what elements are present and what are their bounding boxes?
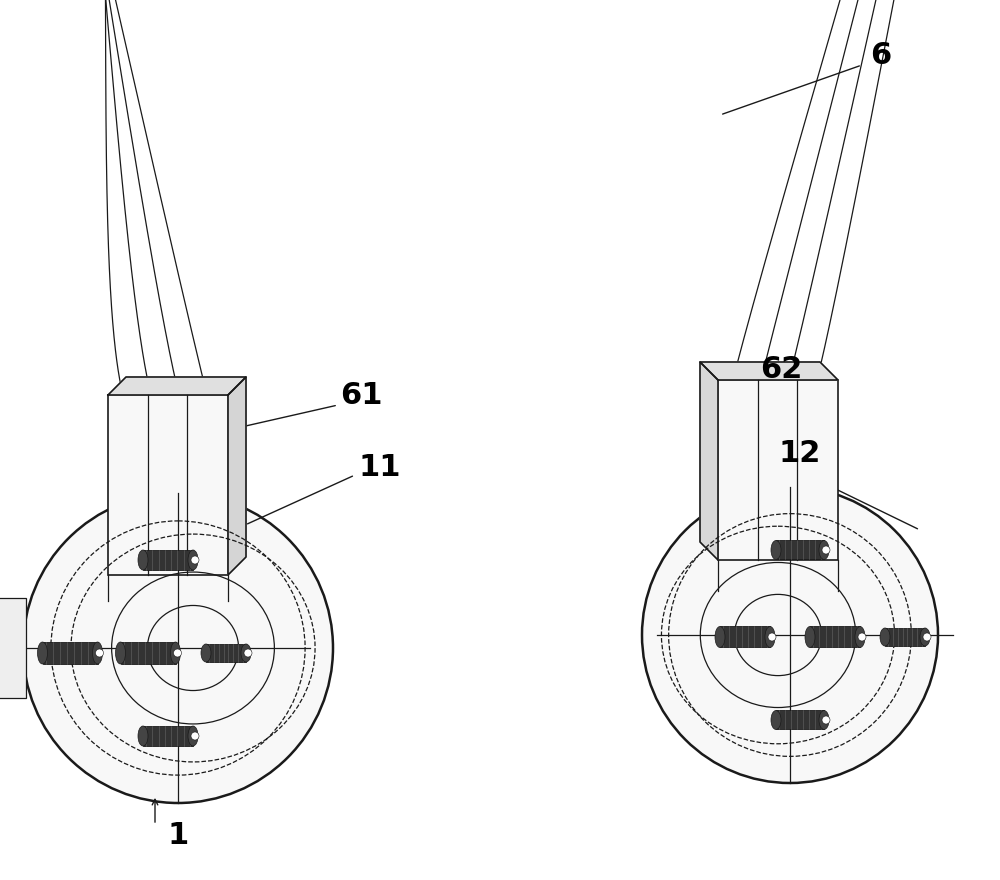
Ellipse shape xyxy=(170,642,180,664)
Circle shape xyxy=(191,556,199,564)
Circle shape xyxy=(174,649,182,657)
Polygon shape xyxy=(108,377,246,395)
Ellipse shape xyxy=(92,642,103,664)
Ellipse shape xyxy=(188,726,198,746)
Ellipse shape xyxy=(138,726,148,746)
Bar xyxy=(143,550,193,570)
Bar xyxy=(718,380,838,560)
Ellipse shape xyxy=(201,644,211,662)
Circle shape xyxy=(642,487,938,783)
Ellipse shape xyxy=(855,627,865,648)
Ellipse shape xyxy=(819,710,829,730)
Ellipse shape xyxy=(771,710,781,730)
Bar xyxy=(206,644,246,662)
Ellipse shape xyxy=(880,628,890,646)
Circle shape xyxy=(822,716,830,724)
Text: 11: 11 xyxy=(358,453,400,482)
Circle shape xyxy=(768,633,776,641)
Circle shape xyxy=(923,633,931,641)
Bar xyxy=(120,642,176,664)
Bar xyxy=(720,627,770,648)
Ellipse shape xyxy=(771,540,781,560)
Circle shape xyxy=(96,649,104,657)
Circle shape xyxy=(858,633,866,641)
Bar xyxy=(810,627,860,648)
Text: 6: 6 xyxy=(870,40,891,70)
Ellipse shape xyxy=(116,642,126,664)
Text: 12: 12 xyxy=(778,438,820,467)
Circle shape xyxy=(23,493,333,803)
Ellipse shape xyxy=(188,550,198,570)
Bar xyxy=(776,710,824,730)
Ellipse shape xyxy=(38,642,48,664)
Bar xyxy=(776,540,824,560)
Text: 61: 61 xyxy=(340,380,382,409)
Circle shape xyxy=(244,649,252,657)
Polygon shape xyxy=(700,362,718,560)
Bar xyxy=(143,726,193,746)
Ellipse shape xyxy=(920,628,930,646)
Text: 1: 1 xyxy=(167,820,189,849)
Bar xyxy=(0,598,26,698)
Bar xyxy=(42,642,98,664)
Polygon shape xyxy=(700,362,838,380)
Circle shape xyxy=(822,546,830,554)
Ellipse shape xyxy=(715,627,725,648)
Text: 62: 62 xyxy=(760,356,802,385)
Bar xyxy=(885,628,925,646)
Ellipse shape xyxy=(805,627,815,648)
Polygon shape xyxy=(228,377,246,575)
Bar xyxy=(108,395,228,575)
Ellipse shape xyxy=(138,550,148,570)
Ellipse shape xyxy=(819,540,829,560)
Circle shape xyxy=(191,732,199,740)
Ellipse shape xyxy=(241,644,251,662)
Ellipse shape xyxy=(765,627,775,648)
